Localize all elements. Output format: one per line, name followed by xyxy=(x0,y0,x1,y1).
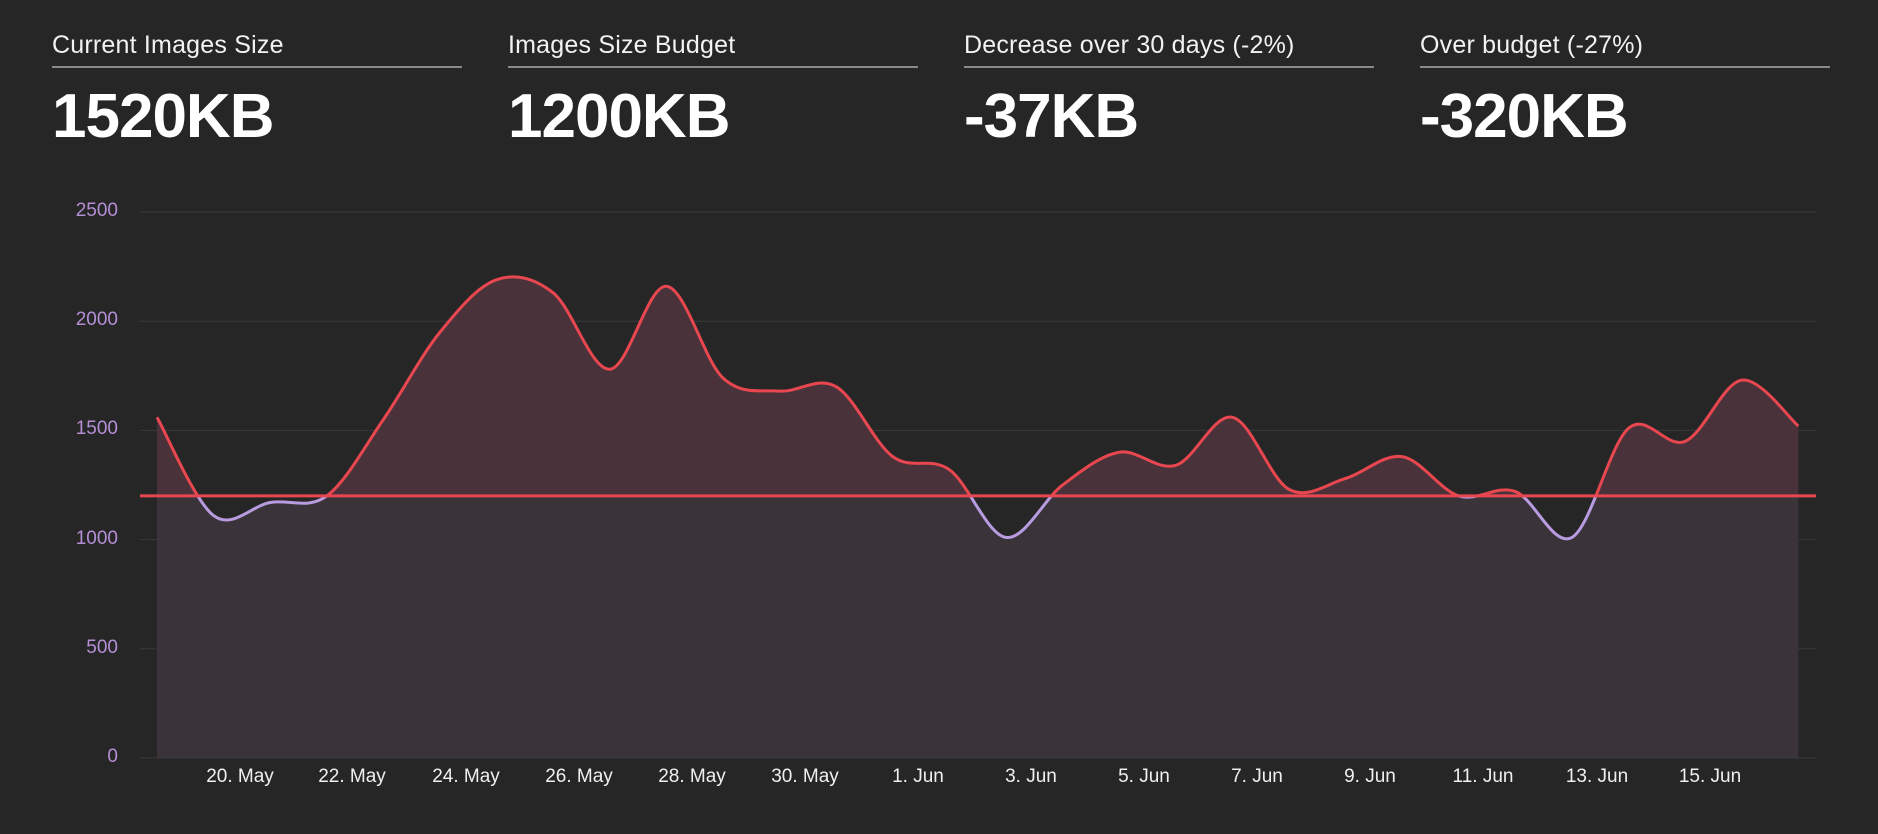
kpi-divider xyxy=(1420,66,1830,68)
x-axis-tick-label: 5. Jun xyxy=(1118,766,1170,787)
y-axis-tick-label: 500 xyxy=(86,636,118,658)
x-axis-tick-label: 9. Jun xyxy=(1344,766,1396,787)
kpi-label: Current Images Size xyxy=(52,31,284,59)
kpi-over-budget: Over budget (-27%) -320KB xyxy=(1420,28,1830,152)
kpi-row: Current Images Size 1520KB Images Size B… xyxy=(52,0,1830,160)
chart-plot-area[interactable] xyxy=(0,180,1878,834)
x-axis-tick-label: 22. May xyxy=(318,766,386,787)
kpi-current-images-size: Current Images Size 1520KB xyxy=(52,28,462,152)
y-axis-tick-label: 1500 xyxy=(75,418,118,440)
kpi-label: Decrease over 30 days (-2%) xyxy=(964,31,1295,59)
x-axis-tick-label: 24. May xyxy=(432,766,500,787)
kpi-divider xyxy=(508,66,918,68)
x-axis-tick-label: 20. May xyxy=(206,766,274,787)
y-axis-tick-label: 1000 xyxy=(75,527,118,549)
kpi-divider xyxy=(964,66,1374,68)
y-axis-tick-label: 0 xyxy=(107,746,118,767)
x-axis-tick-label: 28. May xyxy=(658,766,726,787)
kpi-decrease-30-days: Decrease over 30 days (-2%) -37KB xyxy=(964,28,1374,152)
kpi-value: 1520KB xyxy=(52,82,274,151)
x-axis-tick-label: 7. Jun xyxy=(1231,766,1283,787)
x-axis-tick-label: 11. Jun xyxy=(1452,766,1514,787)
kpi-label: Over budget (-27%) xyxy=(1420,31,1644,59)
series-line-under-budget[interactable] xyxy=(157,277,1798,541)
kpi-images-size-budget: Images Size Budget 1200KB xyxy=(508,28,918,152)
kpi-value: -37KB xyxy=(964,82,1139,151)
kpi-value: 1200KB xyxy=(508,82,730,151)
kpi-divider xyxy=(52,66,462,68)
x-axis-tick-label: 13. Jun xyxy=(1565,766,1629,787)
area-fill-under-budget xyxy=(157,495,1799,758)
series-line-over-budget[interactable] xyxy=(155,275,1800,539)
images-size-chart[interactable]: 0 500 1000 1500 2000 2500 20. May 22. May 24. Ma… xyxy=(0,180,1878,834)
x-axis-tick-label: 15. Jun xyxy=(1678,766,1742,787)
area-fill-over-budget xyxy=(157,276,1799,496)
x-axis-tick-label: 26. May xyxy=(545,766,613,787)
kpi-label: Images Size Budget xyxy=(508,31,736,59)
y-axis-tick-label: 2500 xyxy=(75,200,118,221)
x-axis-tick-label: 1. Jun xyxy=(892,766,944,787)
x-axis-tick-label: 30. May xyxy=(771,766,839,787)
x-axis-tick-label: 3. Jun xyxy=(1005,766,1057,787)
kpi-value: -320KB xyxy=(1420,82,1629,151)
y-axis-tick-label: 2000 xyxy=(75,309,118,331)
